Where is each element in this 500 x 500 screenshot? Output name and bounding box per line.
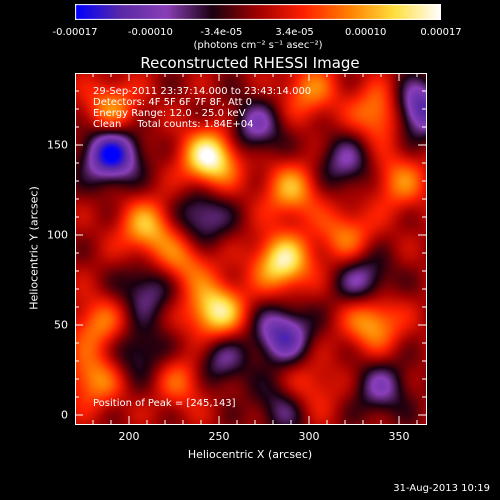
- x-axis-label: Heliocentric X (arcsec): [187, 448, 313, 461]
- plot-frame: [75, 73, 427, 425]
- y-axis-label: Heliocentric Y (arcsec): [27, 186, 41, 310]
- energy-range-label: Energy Range: 12.0 - 25.0 keV: [93, 108, 246, 119]
- heatmap-image: [75, 73, 426, 424]
- time-range-label: 29-Sep-2011 23:37:14.000 to 23:43:14.000: [93, 86, 312, 97]
- x-tick-label: 200: [118, 430, 140, 443]
- detectors-label: Detectors: 4F 5F 6F 7F 8F, Att 0: [93, 97, 253, 108]
- chart-title: Reconstructed RHESSI Image: [140, 54, 360, 72]
- peak-position-label: Position of Peak = [245,143]: [93, 398, 236, 409]
- y-tick-label: 0: [61, 408, 68, 422]
- total-counts-label: Clean Total counts: 1.84E+04: [93, 119, 254, 130]
- y-tick-label: 100: [47, 228, 68, 242]
- y-tick-label: 150: [47, 138, 68, 152]
- colorbar: [75, 4, 441, 20]
- x-tick-label: 250: [208, 430, 230, 443]
- y-tick-label: 50: [54, 318, 68, 332]
- x-tick-label: 350: [388, 430, 410, 443]
- plot-timestamp: 31-Aug-2013 10:19: [393, 483, 490, 494]
- colorbar-units: (photons cm⁻² s⁻¹ asec⁻²): [193, 40, 323, 51]
- x-tick-label: 300: [298, 430, 320, 443]
